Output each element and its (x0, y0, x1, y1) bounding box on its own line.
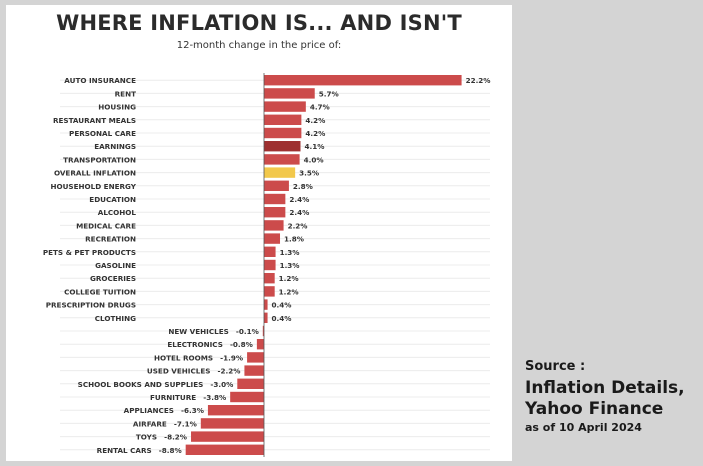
bar (264, 154, 300, 165)
value-label: -3.8% (203, 393, 226, 402)
category-label: RENTAL CARS (97, 446, 152, 455)
bar (200, 418, 264, 429)
bar (185, 444, 264, 455)
source-date: as of 10 April 2024 (525, 421, 642, 435)
bar (191, 431, 264, 442)
bar (262, 325, 264, 337)
category-label: TOYS (136, 433, 157, 442)
value-label: -6.3% (181, 406, 204, 415)
value-label: -8.8% (159, 446, 182, 455)
value-label: 4.7% (310, 103, 330, 112)
value-label: -0.8% (230, 340, 253, 349)
bar (244, 365, 264, 376)
source-note: Source : Inflation Details, Yahoo Financ… (525, 359, 685, 435)
bar-chart: AUTO INSURANCE 22.2% RENT 5.7% HOUSING 4.7% RE… (43, 73, 491, 457)
category-label: ALCOHOL (98, 208, 137, 217)
category-label: PERSONAL CARE (69, 129, 136, 138)
category-label: GROCERIES (90, 274, 136, 283)
category-label: RECREATION (85, 235, 136, 244)
value-label: 4.2% (305, 116, 325, 125)
category-label: RESTAURANT MEALS (53, 116, 136, 125)
value-label: 2.8% (293, 182, 313, 191)
source-detail: Inflation Details, Yahoo Finance (525, 378, 685, 420)
bar (264, 193, 286, 205)
bar (264, 75, 462, 86)
category-label: AUTO INSURANCE (64, 76, 136, 85)
value-label: 4.0% (304, 155, 324, 164)
value-label: 2.4% (289, 195, 309, 204)
bar (264, 259, 276, 271)
bar (264, 127, 302, 139)
bar (230, 391, 264, 403)
category-label: OVERALL INFLATION (54, 169, 136, 178)
chart-subtitle: 12-month change in the price of: (176, 40, 342, 51)
category-label: EARNINGS (94, 142, 136, 151)
category-label: TRANSPORTATION (63, 155, 136, 164)
category-label: PRESCRIPTION DRUGS (46, 301, 136, 310)
value-label: 22.2% (466, 76, 491, 85)
bar (264, 220, 284, 231)
value-label: 4.1% (304, 142, 324, 151)
bar (264, 207, 286, 218)
value-label: -2.2% (217, 367, 240, 376)
value-label: 0.4% (272, 301, 292, 310)
bar (264, 312, 268, 323)
value-label: 1.3% (280, 261, 300, 270)
category-label: ELECTRONICS (167, 340, 223, 349)
category-label: SCHOOL BOOKS AND SUPPLIES (78, 380, 204, 389)
category-label: HOUSEHOLD ENERGY (50, 182, 136, 191)
category-label: HOTEL ROOMS (154, 353, 213, 362)
source-label: Source : (525, 359, 586, 374)
category-label: EDUCATION (89, 195, 136, 204)
bar (237, 378, 264, 389)
bar (264, 286, 275, 297)
value-label: 4.2% (305, 129, 325, 138)
value-label: -1.9% (220, 353, 243, 362)
chart-title: WHERE INFLATION IS... AND ISN'T (56, 11, 462, 35)
category-label: GASOLINE (95, 261, 136, 270)
value-label: -3.0% (210, 380, 233, 389)
category-label: FURNITURE (150, 393, 196, 402)
category-label: HOUSING (98, 103, 136, 112)
bar (264, 141, 301, 152)
bar (264, 167, 296, 178)
bar (264, 299, 268, 310)
bar (264, 180, 289, 191)
category-label: RENT (115, 89, 136, 98)
value-label: 0.4% (272, 314, 292, 323)
bar (264, 233, 281, 244)
value-label: 1.2% (279, 287, 299, 296)
value-label: 1.8% (284, 235, 304, 244)
bar (264, 114, 302, 125)
value-label: 1.2% (279, 274, 299, 283)
category-label: USED VEHICLES (147, 367, 211, 376)
category-label: AIRFARE (133, 419, 167, 428)
value-label: 3.5% (299, 169, 319, 178)
bar (207, 405, 264, 416)
bar (264, 101, 306, 112)
bar (264, 246, 276, 257)
bar (247, 352, 264, 363)
bar (256, 339, 264, 350)
bar (264, 273, 275, 284)
bar (264, 88, 315, 99)
category-label: APPLIANCES (124, 406, 174, 415)
category-label: PETS & PET PRODUCTS (43, 248, 136, 257)
value-label: -0.1% (236, 327, 259, 336)
category-label: MEDICAL CARE (76, 221, 136, 230)
value-label: 2.4% (289, 208, 309, 217)
value-label: 2.2% (288, 221, 308, 230)
value-label: -7.1% (174, 419, 197, 428)
value-label: 5.7% (319, 89, 339, 98)
category-label: COLLEGE TUITION (64, 287, 136, 296)
value-label: 1.3% (280, 248, 300, 257)
category-label: NEW VEHICLES (168, 327, 228, 336)
category-label: CLOTHING (95, 314, 136, 323)
value-label: -8.2% (164, 433, 187, 442)
